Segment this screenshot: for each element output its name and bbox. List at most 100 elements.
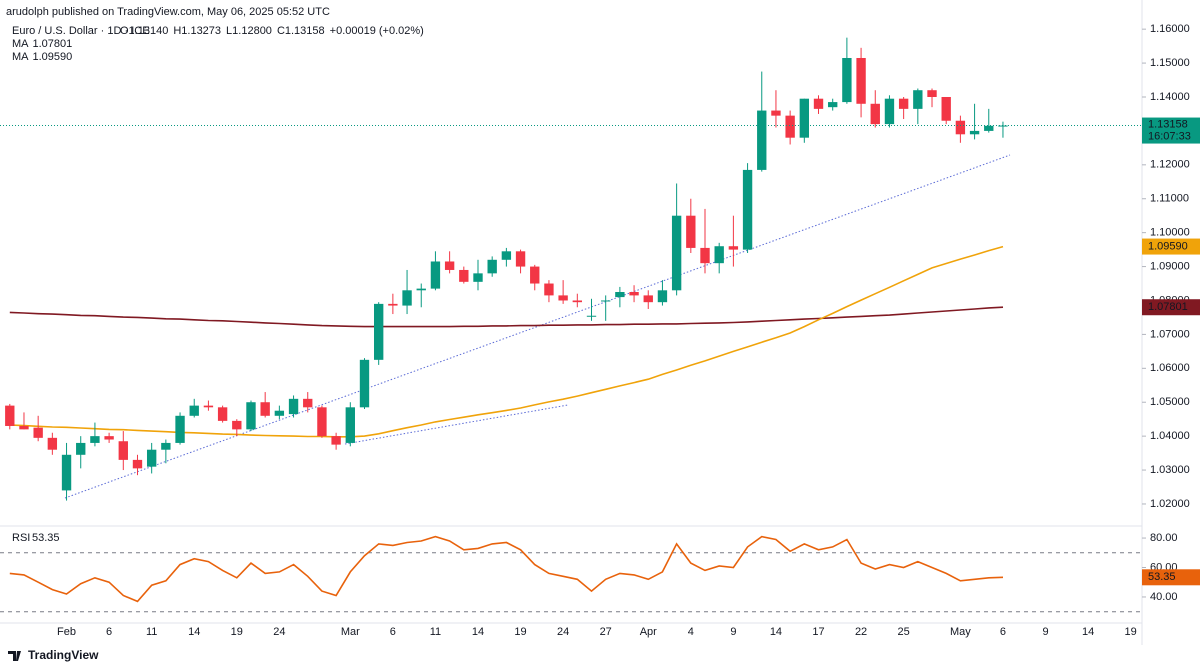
candle-body bbox=[898, 98, 909, 109]
x-tick-label: 14 bbox=[1082, 626, 1094, 638]
ma-legend-name: MA bbox=[12, 51, 29, 63]
y-tick-label: 1.07000 bbox=[1150, 328, 1190, 340]
x-tick-label: 14 bbox=[770, 626, 782, 638]
candle-body bbox=[217, 407, 228, 421]
candle-body bbox=[657, 290, 668, 303]
candle-body bbox=[586, 315, 597, 317]
candle-body bbox=[501, 251, 512, 260]
ohlc-label: C1.13158 bbox=[277, 25, 325, 37]
candle-body bbox=[33, 427, 43, 438]
candle-body bbox=[388, 303, 398, 306]
y-tick-label: 1.10000 bbox=[1150, 227, 1190, 239]
candle-body bbox=[402, 290, 412, 306]
candle-body bbox=[47, 437, 58, 450]
candle-body bbox=[303, 398, 313, 408]
candle-body bbox=[842, 57, 852, 103]
candle-body bbox=[742, 169, 753, 250]
candle-body bbox=[771, 110, 781, 116]
x-tick-label: 9 bbox=[730, 626, 736, 638]
candle-body bbox=[515, 251, 526, 267]
rsi-legend-value: 53.35 bbox=[32, 532, 60, 544]
candle-body bbox=[927, 90, 937, 97]
ma-tag bbox=[1142, 299, 1200, 316]
attribution: arudolph published on TradingView.com, M… bbox=[6, 6, 330, 18]
x-tick-label: 22 bbox=[855, 626, 867, 638]
y-tick-label: 1.14000 bbox=[1150, 91, 1190, 103]
rsi-name: RSI bbox=[12, 532, 30, 544]
x-tick-label: 6 bbox=[106, 626, 112, 638]
x-tick-label: 27 bbox=[600, 626, 612, 638]
candle-body bbox=[913, 90, 923, 109]
rsi-tag bbox=[1142, 569, 1200, 586]
candle-body bbox=[643, 295, 653, 303]
candle-body bbox=[232, 420, 242, 430]
y-tick-label: 1.06000 bbox=[1150, 362, 1190, 374]
candle-body bbox=[189, 405, 199, 416]
x-tick-label: 17 bbox=[812, 626, 824, 638]
x-tick-label: 6 bbox=[1000, 626, 1006, 638]
candle-body bbox=[76, 442, 86, 455]
candle-body bbox=[530, 266, 540, 284]
y-tick-label: 1.11000 bbox=[1150, 193, 1189, 205]
candle-body bbox=[757, 110, 767, 170]
x-tick-label: Feb bbox=[57, 626, 76, 638]
candle-body bbox=[118, 441, 128, 460]
rsi-line bbox=[9, 535, 1004, 603]
candle-body bbox=[146, 449, 157, 467]
candle-body bbox=[615, 292, 625, 298]
candle-body bbox=[572, 300, 582, 303]
x-tick-label: 11 bbox=[430, 626, 441, 638]
candle-body bbox=[969, 130, 980, 135]
brand-logo bbox=[8, 651, 21, 661]
x-tick-label: 14 bbox=[472, 626, 484, 638]
candle-body bbox=[61, 454, 72, 491]
candle-body bbox=[373, 303, 384, 360]
candle-body bbox=[175, 415, 185, 443]
candle-body bbox=[558, 295, 568, 301]
x-tick-label: 14 bbox=[188, 626, 200, 638]
candle-body bbox=[359, 359, 370, 408]
candle-body bbox=[799, 98, 810, 138]
x-tick-label: 4 bbox=[688, 626, 694, 638]
candle-body bbox=[203, 405, 214, 408]
candle-body bbox=[856, 57, 866, 104]
x-tick-label: May bbox=[950, 626, 971, 638]
candle-body bbox=[317, 407, 327, 437]
candle-body bbox=[728, 246, 739, 250]
trend-line bbox=[64, 154, 1011, 499]
rsi-tag-label: 53.35 bbox=[1148, 571, 1176, 583]
candle-body bbox=[260, 402, 270, 416]
candle-body bbox=[416, 288, 426, 291]
candle-body bbox=[331, 436, 341, 445]
trend-line bbox=[344, 404, 569, 445]
candle-body bbox=[345, 407, 355, 443]
symbol-title: Euro / U.S. Dollar · 1D · ICE bbox=[12, 25, 150, 37]
last-price-tag bbox=[1142, 117, 1200, 144]
ma-tag-label: 1.07801 bbox=[1148, 301, 1188, 313]
candle-body bbox=[671, 215, 682, 291]
candle-body bbox=[785, 115, 795, 138]
ma-legend-value: 1.07801 bbox=[33, 38, 73, 50]
y-tick-label: 1.09000 bbox=[1150, 260, 1190, 272]
candle-body bbox=[601, 300, 611, 302]
countdown: 16:07:33 bbox=[1148, 130, 1191, 142]
rsi-tick-label: 80.00 bbox=[1150, 532, 1178, 544]
candle-body bbox=[274, 410, 285, 416]
candle-body bbox=[246, 402, 256, 430]
x-tick-label: 6 bbox=[390, 626, 396, 638]
candle-body bbox=[870, 103, 880, 125]
y-tick-label: 1.15000 bbox=[1150, 57, 1190, 69]
ma-tag-label: 1.09590 bbox=[1148, 240, 1188, 252]
rsi-tick-label: 40.00 bbox=[1150, 591, 1178, 603]
ohlc-label: O1.13140 bbox=[120, 25, 168, 37]
candle-body bbox=[544, 283, 554, 296]
x-tick-label: 25 bbox=[898, 626, 910, 638]
x-tick-label: 24 bbox=[557, 626, 569, 638]
x-tick-label: 19 bbox=[1125, 626, 1137, 638]
candle-body bbox=[5, 405, 15, 426]
y-tick-label: 1.05000 bbox=[1150, 396, 1190, 408]
candle-body bbox=[288, 398, 299, 415]
candle-body bbox=[132, 459, 143, 469]
y-tick-label: 1.16000 bbox=[1150, 23, 1190, 35]
